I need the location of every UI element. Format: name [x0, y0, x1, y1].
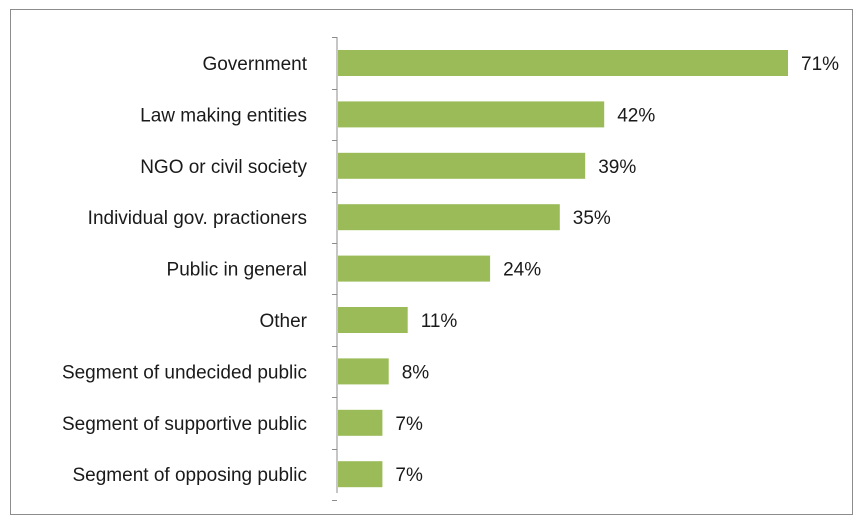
category-label: Other — [259, 311, 307, 332]
category-label: NGO or civil society — [140, 157, 307, 178]
category-label: Segment of supportive public — [62, 414, 307, 435]
data-label: 24% — [503, 260, 541, 281]
category-label: Public in general — [167, 260, 307, 281]
bar — [338, 461, 382, 487]
bar — [338, 50, 788, 76]
bar — [338, 307, 408, 333]
data-label: 8% — [402, 362, 430, 383]
category-label: Individual gov. practioners — [88, 208, 307, 229]
bar — [338, 410, 382, 436]
bar — [338, 204, 560, 230]
category-label: Segment of opposing public — [73, 465, 308, 486]
category-label: Law making entities — [140, 105, 307, 126]
data-label: 35% — [573, 208, 611, 229]
data-label: 7% — [395, 414, 423, 435]
bar — [338, 153, 585, 179]
bar — [338, 101, 604, 127]
data-label: 39% — [598, 157, 636, 178]
data-label: 71% — [801, 54, 839, 75]
category-label: Government — [202, 54, 307, 75]
data-label: 11% — [421, 311, 458, 332]
category-label: Segment of undecided public — [62, 362, 307, 383]
data-label: 7% — [395, 465, 423, 486]
data-label: 42% — [617, 105, 655, 126]
bar — [338, 358, 389, 384]
bar — [338, 256, 490, 282]
